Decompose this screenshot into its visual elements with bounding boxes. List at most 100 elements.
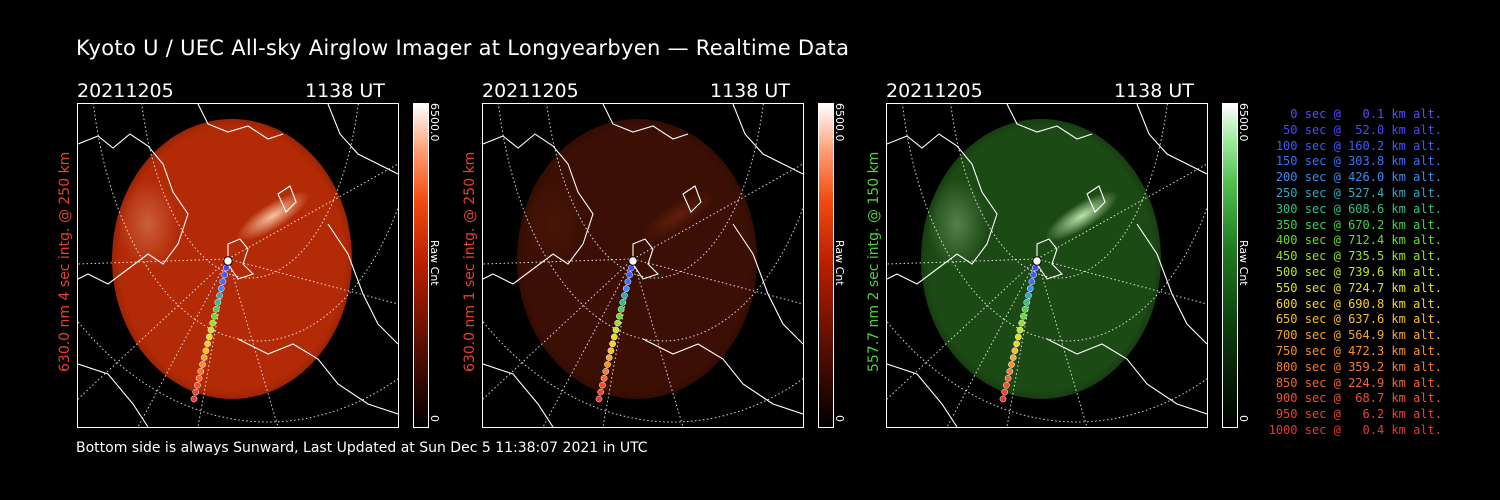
legend-row: 750 sec @ 472.3 km alt.	[1275, 343, 1442, 358]
longitude-line	[78, 258, 229, 265]
trajectory-point	[190, 395, 198, 403]
longitude-line	[227, 258, 398, 305]
panel-1-ylabel: 630.0 nm 4 sec intg. @ 250 km	[57, 151, 73, 372]
latitude-circle	[950, 104, 1168, 279]
coastline	[1036, 238, 1064, 280]
legend-row: 700 sec @ 564.9 km alt.	[1275, 328, 1442, 343]
panel-3-ylabel: 557.7 nm 2 sec intg. @ 150 km	[866, 151, 882, 372]
trajectory-point	[617, 305, 625, 313]
trajectory-point	[1030, 271, 1037, 279]
trajectory-point	[194, 381, 201, 389]
trajectory-point	[604, 361, 611, 368]
panel-1-time: 1138 UT	[305, 80, 385, 102]
legend-row: 450 sec @ 735.5 km alt.	[1275, 249, 1442, 264]
coastline	[78, 363, 149, 427]
trajectory-point	[616, 312, 623, 320]
longitude-line	[78, 258, 229, 400]
longitude-line	[227, 163, 398, 260]
legend-row: 950 sec @ 6.2 km alt.	[1275, 407, 1442, 422]
legend-row: 850 sec @ 224.9 km alt.	[1275, 375, 1442, 390]
trajectory-point	[597, 388, 605, 396]
panel-3-colorbar-unit: Raw Cnt	[1237, 240, 1250, 286]
trajectory-point	[614, 319, 622, 327]
legend-row: 800 sec @ 359.2 km alt.	[1275, 359, 1442, 374]
trajectory-point	[610, 333, 618, 341]
trajectory-legend: 0 sec @ 0.1 km alt. 50 sec @ 52.0 km alt.…	[1262, 107, 1442, 439]
panel-1-map	[77, 103, 399, 428]
trajectory-point	[222, 264, 230, 272]
trajectory-point	[192, 388, 200, 396]
longitude-line	[632, 258, 803, 305]
trajectory-point	[212, 305, 220, 313]
longitude-line	[483, 258, 634, 265]
trajectory-point	[1021, 305, 1029, 313]
coastline	[642, 338, 803, 415]
coastline	[887, 133, 998, 285]
latitude-circle	[902, 104, 1207, 342]
rocket-trajectory	[595, 256, 638, 403]
trajectory-point	[199, 361, 206, 368]
trajectory-point	[219, 278, 227, 286]
launch-site-marker	[1032, 256, 1042, 266]
coastline	[237, 338, 398, 415]
coastline	[327, 223, 398, 345]
trajectory-point	[624, 278, 632, 286]
aurora-arc	[641, 191, 715, 241]
trajectory-point	[999, 395, 1007, 403]
trajectory-point	[1020, 312, 1027, 320]
coastline	[682, 185, 702, 213]
panel-1-colorbar-unit: Raw Cnt	[428, 240, 441, 286]
aurora-arc	[236, 191, 310, 241]
trajectory-point	[200, 354, 208, 361]
latitude-circle	[498, 104, 803, 342]
legend-row: 600 sec @ 690.8 km alt.	[1275, 296, 1442, 311]
panel-3-allsky-image	[887, 104, 1207, 427]
coastline	[227, 238, 255, 280]
panel-3-colorbar-max: 6500.0	[1237, 103, 1250, 142]
coastline	[1006, 104, 1093, 140]
coastline	[732, 104, 803, 175]
coastline	[483, 363, 554, 427]
trajectory-point	[600, 374, 608, 382]
legend-row: 550 sec @ 724.7 km alt.	[1275, 280, 1442, 295]
panel-2-colorbar-max: 6500.0	[833, 103, 846, 142]
longitude-line	[632, 258, 684, 427]
coastline	[327, 104, 398, 175]
trajectory-point	[595, 395, 603, 403]
rocket-trajectory	[190, 256, 233, 403]
trajectory-point	[204, 340, 211, 348]
coastline	[1046, 338, 1207, 415]
trajectory-point	[621, 292, 628, 299]
panel-2-colorbar	[818, 103, 834, 428]
longitude-line	[1036, 258, 1207, 305]
trajectory-point	[1016, 326, 1024, 334]
legend-row: 150 sec @ 303.8 km alt.	[1275, 154, 1442, 169]
panel-2-colorbar-min: 0	[833, 415, 846, 422]
coastline	[732, 223, 803, 345]
trajectory-point	[1031, 264, 1039, 272]
trajectory-point	[1001, 388, 1009, 396]
trajectory-point	[1011, 347, 1019, 355]
trajectory-point	[602, 368, 610, 375]
coastline	[1136, 223, 1207, 345]
coastline	[1136, 104, 1207, 175]
longitude-line	[887, 258, 1038, 400]
panel-2-time: 1138 UT	[710, 80, 790, 102]
trajectory-point	[1009, 354, 1017, 361]
trajectory-point	[599, 381, 606, 389]
trajectory-point	[607, 347, 615, 355]
trajectory-point	[207, 326, 215, 334]
legend-row: 500 sec @ 739.6 km alt.	[1275, 264, 1442, 279]
coastline	[277, 185, 297, 213]
panel-1-colorbar-max: 6500.0	[428, 103, 441, 142]
panel-1-colorbar-min: 0	[428, 415, 441, 422]
aurora-arc	[1045, 191, 1119, 241]
launch-site-marker	[628, 256, 638, 266]
panel-2-allsky-image	[483, 104, 803, 427]
trajectory-point	[612, 326, 620, 334]
legend-row: 50 sec @ 52.0 km alt.	[1283, 122, 1442, 137]
panel-3-colorbar-min: 0	[1237, 415, 1250, 422]
coastline	[483, 133, 594, 285]
coastline	[887, 363, 958, 427]
trajectory-point	[1026, 285, 1034, 292]
